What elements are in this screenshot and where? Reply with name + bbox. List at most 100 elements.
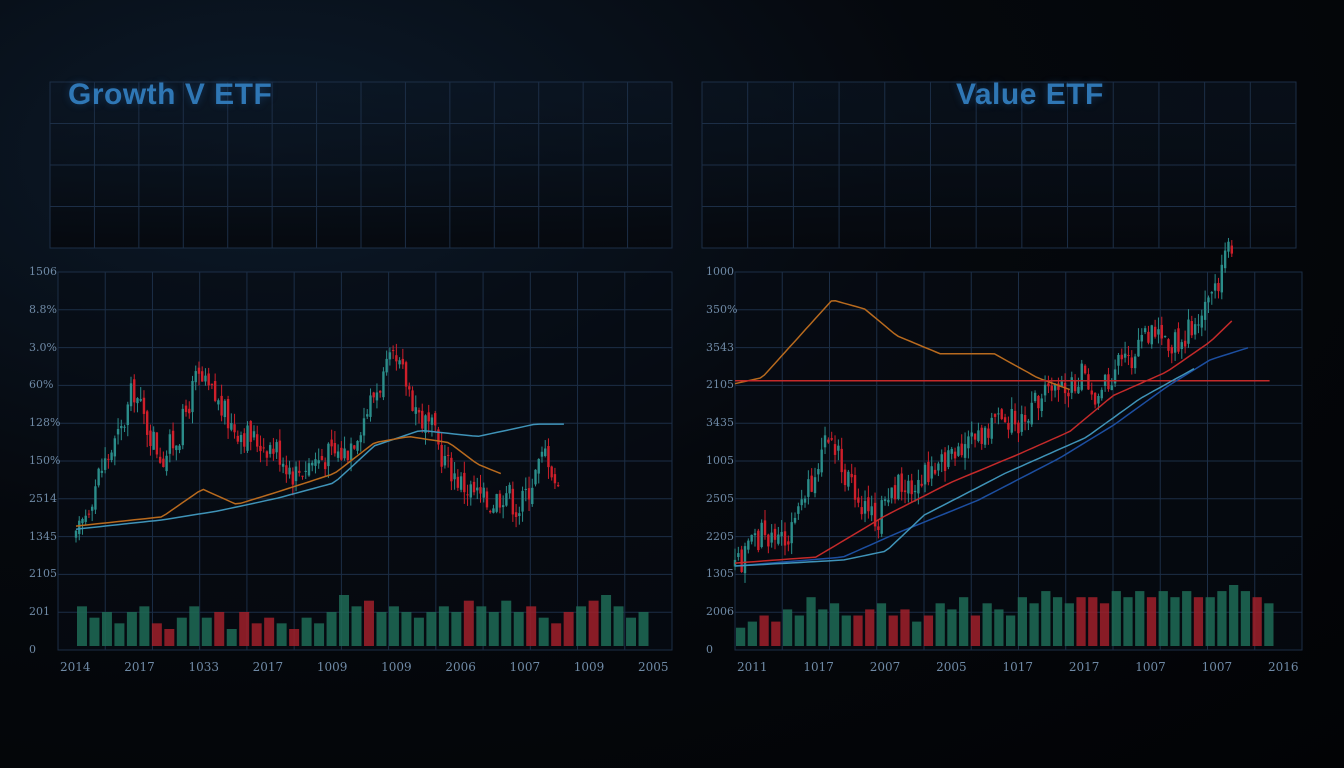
value-candle bbox=[1003, 417, 1007, 423]
value-candle bbox=[1147, 331, 1150, 343]
value-candle bbox=[883, 499, 887, 501]
growth-candle bbox=[204, 375, 207, 382]
value-candle bbox=[1190, 321, 1193, 336]
value-volume-bar bbox=[1006, 615, 1016, 646]
growth-candle bbox=[336, 451, 340, 458]
growth-volume-bar bbox=[526, 606, 537, 646]
value-candle bbox=[873, 502, 877, 527]
growth-volume-bar bbox=[276, 623, 287, 646]
value-candle bbox=[960, 443, 963, 456]
value-candle bbox=[1113, 369, 1117, 384]
value-volume-bar bbox=[794, 615, 804, 646]
value-candle bbox=[1093, 392, 1097, 405]
growth-candle bbox=[479, 487, 482, 494]
growth-candle bbox=[372, 392, 375, 398]
value-candle bbox=[793, 517, 797, 523]
growth-candle bbox=[113, 438, 117, 457]
growth-candle bbox=[411, 390, 414, 411]
value-candle bbox=[1223, 250, 1227, 269]
growth-volume-bar bbox=[513, 612, 524, 646]
growth-candle bbox=[262, 447, 265, 449]
growth-candle bbox=[531, 487, 534, 505]
growth-candle bbox=[116, 429, 120, 435]
value-candle bbox=[1143, 328, 1147, 333]
growth-candle bbox=[437, 429, 440, 445]
growth-candle bbox=[537, 458, 540, 474]
value-candle bbox=[953, 451, 957, 459]
growth-candle bbox=[239, 435, 243, 443]
value-candle bbox=[1137, 339, 1140, 357]
value-candle bbox=[907, 480, 910, 494]
value-candle bbox=[947, 450, 950, 467]
growth-candle bbox=[508, 484, 511, 494]
growth-candle bbox=[456, 476, 460, 488]
value-y-tick-label: 0 bbox=[706, 643, 713, 656]
value-candle bbox=[860, 507, 863, 515]
value-candle bbox=[740, 549, 743, 572]
value-candle bbox=[970, 432, 973, 437]
growth-candle bbox=[388, 352, 392, 360]
growth-candle bbox=[404, 362, 408, 387]
value-volume-bar bbox=[970, 615, 981, 646]
growth-candle bbox=[288, 467, 291, 475]
growth-chart-title: Growth V ETF bbox=[68, 78, 273, 111]
value-volume-bar bbox=[912, 621, 922, 646]
growth-candle bbox=[87, 513, 91, 515]
value-candle bbox=[1017, 422, 1020, 434]
value-y-tick-label: 350% bbox=[706, 302, 738, 316]
value-candle bbox=[1080, 363, 1083, 390]
growth-volume-bar bbox=[226, 629, 237, 646]
value-candle bbox=[887, 499, 890, 503]
value-candle bbox=[737, 553, 740, 558]
growth-volume-bar bbox=[89, 617, 100, 646]
value-y-tick-label: 1305 bbox=[706, 567, 734, 581]
growth-candle bbox=[463, 472, 466, 493]
value-y-tick-label: 1005 bbox=[706, 454, 734, 467]
growth-volume-bar bbox=[538, 617, 549, 646]
growth-candle bbox=[307, 463, 311, 476]
growth-candle bbox=[107, 458, 110, 460]
growth-candle bbox=[369, 395, 372, 417]
value-volume-bar bbox=[1205, 597, 1215, 646]
value-candle bbox=[1177, 328, 1180, 352]
value-candle bbox=[733, 559, 737, 567]
value-candle bbox=[1217, 282, 1220, 292]
value-volume-bar bbox=[900, 609, 910, 646]
value-volume-bar bbox=[841, 615, 851, 646]
value-candle bbox=[1197, 324, 1200, 326]
value-candle bbox=[1140, 334, 1143, 342]
growth-candle bbox=[152, 431, 155, 450]
growth-y-tick-label: 60% bbox=[29, 378, 54, 392]
growth-candle bbox=[323, 462, 327, 470]
growth-volume-bar bbox=[601, 595, 612, 646]
growth-candle bbox=[265, 451, 269, 458]
growth-volume-bar bbox=[189, 606, 200, 646]
growth-candle bbox=[311, 462, 314, 466]
growth-candle bbox=[165, 455, 168, 472]
value-candle bbox=[1183, 340, 1187, 347]
value-y-tick-label: 2205 bbox=[706, 529, 734, 543]
value-volume-bar bbox=[1041, 591, 1051, 646]
value-volume-bar bbox=[1182, 591, 1192, 646]
value-candle bbox=[1207, 297, 1210, 303]
value-candle bbox=[820, 449, 823, 473]
value-candle bbox=[773, 528, 777, 540]
value-volume-bar bbox=[994, 609, 1004, 646]
growth-candle bbox=[272, 448, 275, 454]
value-candle bbox=[990, 417, 993, 439]
growth-candle bbox=[375, 392, 379, 401]
growth-candle bbox=[145, 411, 149, 435]
value-candle bbox=[1127, 355, 1130, 357]
value-candle bbox=[937, 463, 940, 471]
growth-candle bbox=[133, 379, 136, 403]
value-candle bbox=[843, 469, 847, 486]
value-candle bbox=[1213, 283, 1217, 291]
growth-y-tick-label: 8.8% bbox=[29, 302, 57, 316]
growth-candle bbox=[398, 360, 401, 365]
growth-candle bbox=[518, 513, 521, 516]
value-volume-bar bbox=[1240, 591, 1251, 646]
growth-volume-bar bbox=[563, 612, 574, 646]
growth-candle bbox=[430, 417, 434, 425]
value-candle bbox=[1067, 392, 1070, 397]
growth-x-tick-label: 1033 bbox=[188, 660, 219, 674]
